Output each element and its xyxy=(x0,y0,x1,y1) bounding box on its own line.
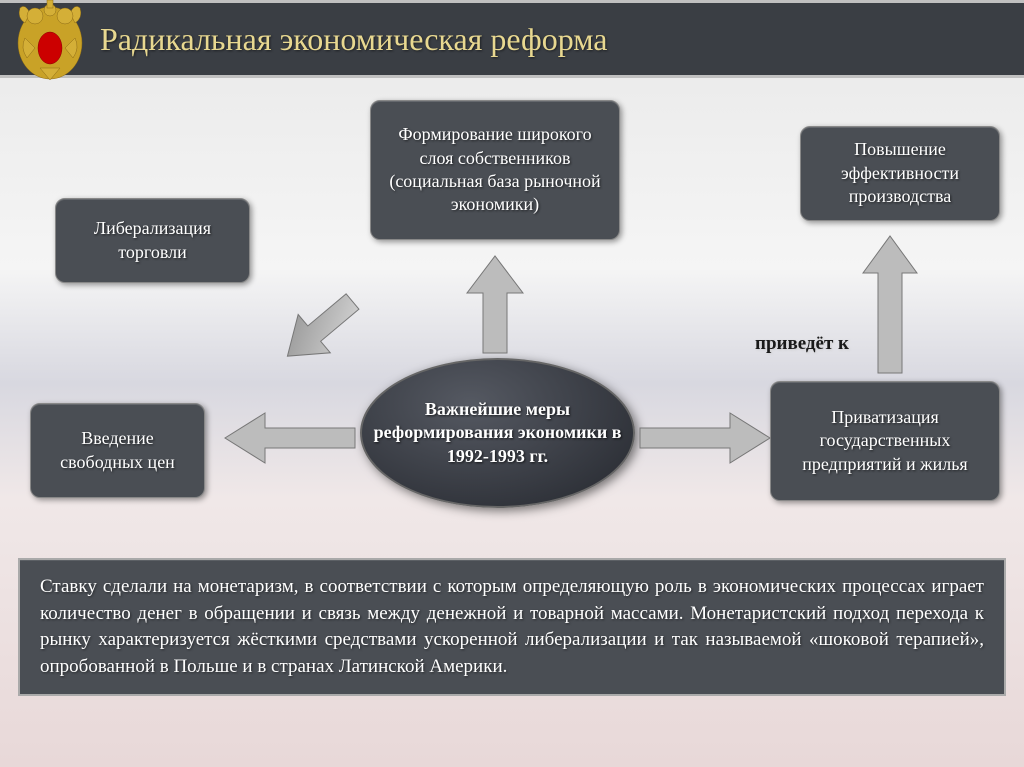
node-text: Либерализация торговли xyxy=(70,217,235,264)
node-text: Повышение эффективности производства xyxy=(815,138,985,208)
arrow-icon xyxy=(630,408,780,468)
footer-text: Ставку сделали на монетаризм, в соответс… xyxy=(40,576,984,677)
node-owners-layer: Формирование широкого слоя собственников… xyxy=(370,100,620,240)
node-text: Приватизация государственных предприятий… xyxy=(785,406,985,476)
arrow-icon xyxy=(455,248,535,363)
node-liberalization: Либерализация торговли xyxy=(55,198,250,283)
footer-text-block: Ставку сделали на монетаризм, в соответс… xyxy=(18,558,1006,696)
node-center: Важнейшие меры реформирования экономики … xyxy=(360,358,635,508)
node-free-prices: Введение свободных цен xyxy=(30,403,205,498)
slide-header: Радикальная экономическая реформа xyxy=(0,0,1024,78)
emblem-icon xyxy=(5,0,95,88)
arrow-icon xyxy=(250,278,380,388)
leads-to-label: приведёт к xyxy=(755,333,849,355)
node-text: Введение свободных цен xyxy=(45,427,190,474)
page-title: Радикальная экономическая реформа xyxy=(100,21,607,58)
node-text: Формирование широкого слоя собственников… xyxy=(385,123,605,217)
node-efficiency: Повышение эффективности производства xyxy=(800,126,1000,221)
arrow-icon xyxy=(855,228,925,383)
diagram-area: Либерализация торговли Введение свободны… xyxy=(0,78,1024,558)
arrow-icon xyxy=(215,408,365,468)
node-text: Важнейшие меры реформирования экономики … xyxy=(362,398,633,468)
node-privatization: Приватизация государственных предприятий… xyxy=(770,381,1000,501)
